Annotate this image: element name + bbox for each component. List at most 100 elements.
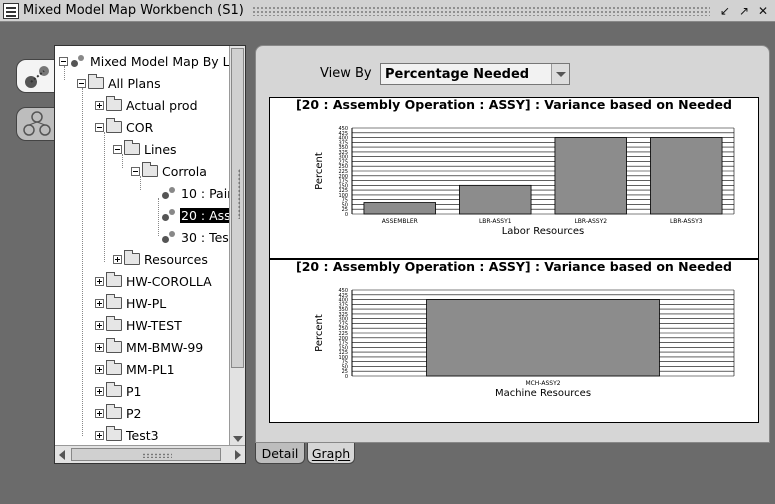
folder-open-icon: [88, 74, 104, 89]
network-icon: [23, 111, 51, 136]
scroll-down-icon[interactable]: [233, 436, 243, 442]
view-by-value: Percentage Needed: [385, 66, 530, 82]
expand-toggle-icon[interactable]: [95, 386, 104, 396]
maximize-icon[interactable]: ↗: [738, 3, 750, 18]
close-icon[interactable]: ✕: [757, 3, 769, 18]
collapse-toggle-icon[interactable]: [95, 122, 104, 132]
expand-toggle-icon[interactable]: [95, 298, 104, 308]
expand-toggle-icon[interactable]: [95, 320, 104, 330]
y-tick-label: 225: [338, 169, 348, 175]
tab-resource-map[interactable]: [16, 59, 56, 93]
scroll-right-icon[interactable]: [235, 450, 241, 460]
folder-icon: [106, 338, 122, 353]
window-title: Mixed Model Map Workbench (S1): [23, 3, 244, 18]
tree-node-resources[interactable]: Resources: [113, 249, 209, 269]
tree-node-hw-corolla[interactable]: HW-COROLLA: [95, 271, 213, 291]
y-tick-label: 275: [338, 159, 348, 165]
y-tick-label: 25: [342, 207, 348, 213]
y-tick-label: 350: [338, 307, 348, 313]
expand-toggle-icon[interactable]: [95, 342, 104, 352]
tree-node-label: All Plans: [108, 75, 161, 91]
tree-node-lines[interactable]: Lines: [113, 139, 178, 159]
collapse-toggle-icon[interactable]: [77, 78, 86, 88]
expand-toggle-icon[interactable]: [95, 430, 104, 440]
y-tick-label: 175: [338, 179, 348, 185]
collapse-toggle-icon[interactable]: [59, 56, 68, 66]
title-bar-grip: [251, 5, 710, 16]
labor-resources-chart: [20 : Assembly Operation : ASSY] : Varia…: [270, 98, 758, 260]
tree-node-hw-test[interactable]: HW-TEST: [95, 315, 183, 335]
tree-node-corolla[interactable]: Corrola: [131, 161, 208, 181]
operation-icon: [161, 208, 177, 222]
folder-icon: [106, 316, 122, 331]
chart-title: [20 : Assembly Operation : ASSY] : Varia…: [296, 260, 732, 274]
expand-toggle-icon[interactable]: [113, 254, 122, 264]
y-tick-label: 100: [338, 193, 348, 199]
tree-node-mm-bmw-99[interactable]: MM-BMW-99: [95, 337, 204, 357]
y-tick-label: 400: [338, 298, 348, 304]
tree-node-p2[interactable]: P2: [95, 403, 143, 423]
folder-icon: [106, 272, 122, 287]
y-tick-label: 425: [338, 131, 348, 137]
y-tick-label: 125: [338, 188, 348, 194]
tree-node-root[interactable]: Mixed Model Map By Li: [59, 51, 229, 71]
scroll-left-icon[interactable]: [59, 450, 65, 460]
vertical-scroll-thumb[interactable]: [231, 48, 244, 368]
y-tick-label: 325: [338, 150, 348, 156]
tree-node-op30[interactable]: 30 : Test: [161, 227, 229, 247]
expand-toggle-icon[interactable]: [95, 276, 104, 286]
y-tick-label: 200: [338, 336, 348, 342]
y-tick-label: 0: [345, 374, 348, 380]
x-axis-label: Machine Resources: [495, 388, 591, 399]
folder-icon: [106, 360, 122, 375]
chart-title: [20 : Assembly Operation : ASSY] : Varia…: [296, 98, 732, 112]
tree-node-all-plans[interactable]: All Plans: [77, 73, 162, 93]
map-node-icon: [70, 54, 86, 68]
tree-node-label: 20 : Ass: [180, 207, 229, 223]
x-tick-label: LBR-ASSY2: [574, 218, 607, 225]
tab-graph[interactable]: Graph: [307, 443, 355, 464]
horizontal-scroll-thumb[interactable]: [71, 448, 221, 461]
bar-mch-assy2: [426, 299, 660, 377]
tree-node-label: Lines: [144, 141, 177, 157]
tree-node-hw-pl[interactable]: HW-PL: [95, 293, 167, 313]
expand-toggle-icon[interactable]: [95, 100, 104, 110]
folder-icon: [106, 404, 122, 419]
tree-node-label: P2: [126, 405, 142, 421]
tree-vertical-scrollbar[interactable]: [229, 46, 245, 446]
title-bar[interactable]: Mixed Model Map Workbench (S1) ↙ ↗ ✕: [0, 0, 775, 22]
collapse-toggle-icon[interactable]: [113, 144, 122, 154]
expand-toggle-icon[interactable]: [95, 408, 104, 418]
tree-node-label: Test3: [126, 427, 159, 443]
chevron-down-icon[interactable]: [551, 64, 569, 84]
y-tick-label: 300: [338, 317, 348, 323]
tree-node-test3[interactable]: Test3: [95, 425, 160, 445]
y-tick-label: 125: [338, 350, 348, 356]
tree-node-mm-pl1[interactable]: MM-PL1: [95, 359, 176, 379]
tree-node-cor[interactable]: COR: [95, 117, 154, 137]
tree-node-op20[interactable]: 20 : Ass: [161, 205, 229, 225]
minimize-icon[interactable]: ↙: [719, 3, 731, 18]
tree-node-label: 30 : Test: [181, 229, 229, 245]
collapse-toggle-icon[interactable]: [131, 166, 140, 176]
bar-lbr-assy2: [554, 137, 627, 215]
folder-open-icon: [142, 162, 158, 177]
app-icon[interactable]: [3, 2, 19, 19]
y-axis-label: Percent: [314, 152, 325, 190]
tree-node-p1[interactable]: P1: [95, 381, 143, 401]
y-tick-label: 250: [338, 326, 348, 332]
tab-detail[interactable]: Detail: [255, 443, 305, 464]
tree-horizontal-scrollbar[interactable]: [55, 445, 245, 463]
tree-node-actual-prod[interactable]: Actual prod: [95, 95, 199, 115]
y-tick-label: 200: [338, 174, 348, 180]
tree-node-label: 10 : Pair: [181, 185, 229, 201]
tree-node-op10[interactable]: 10 : Pair: [161, 183, 229, 203]
machine-resources-chart: [20 : Assembly Operation : ASSY] : Varia…: [270, 260, 758, 422]
y-tick-label: 225: [338, 331, 348, 337]
tree-node-label: HW-TEST: [126, 317, 182, 333]
view-by-select[interactable]: Percentage Needed: [380, 63, 570, 85]
y-tick-label: 300: [338, 155, 348, 161]
bar-lbr-assy3: [650, 137, 723, 215]
expand-toggle-icon[interactable]: [95, 364, 104, 374]
tab-network[interactable]: [16, 107, 56, 141]
